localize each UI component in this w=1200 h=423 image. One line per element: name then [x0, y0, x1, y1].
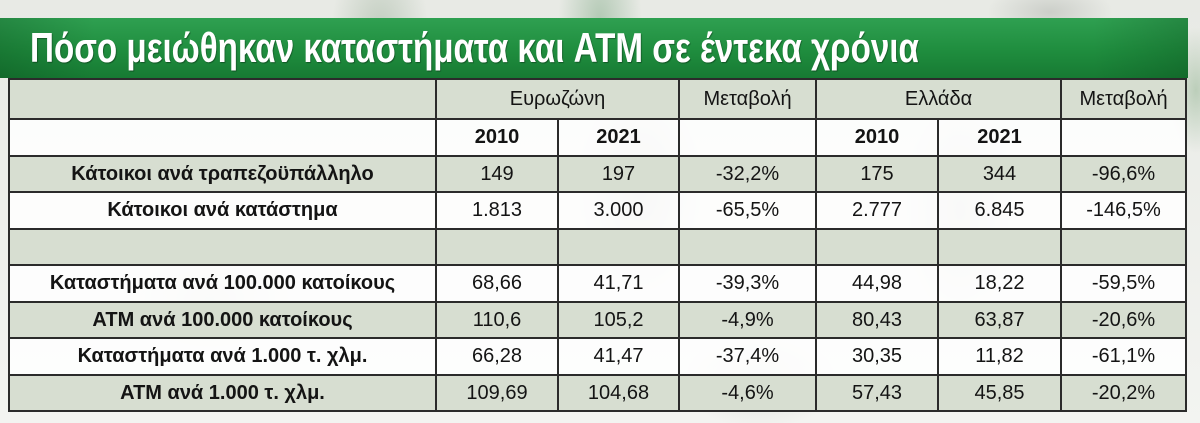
eurozone-2021-value: 3.000 — [557, 191, 680, 230]
chart-title: Πόσο μειώθηκαν καταστήματα και ATM σε έν… — [30, 24, 919, 71]
table-row: Καταστήματα ανά 100.000 κατοίκους 68,66 … — [8, 264, 1188, 303]
row-label: Καταστήματα ανά 1.000 τ. χλμ. — [8, 337, 437, 376]
greece-2021-value: 11,82 — [936, 337, 1063, 376]
year-greece-2010: 2010 — [815, 118, 939, 157]
header-change-greece: Μεταβολή — [1060, 78, 1188, 120]
header-greece: Ελλάδα — [814, 78, 1063, 120]
header-row-groups: Ευρωζώνη Μεταβολή Ελλάδα Μεταβολή — [8, 78, 1188, 120]
table-row: Καταστήματα ανά 1.000 τ. χλμ. 66,28 41,4… — [8, 337, 1188, 376]
eurozone-change-value: -4,9% — [678, 300, 817, 339]
greece-2021-value: 344 — [936, 154, 1063, 193]
eurozone-change-value: -39,3% — [678, 264, 817, 303]
greece-change-value: -61,1% — [1060, 337, 1188, 376]
greece-2010-value: 44,98 — [815, 264, 939, 303]
greece-2021-value: 18,22 — [936, 264, 1063, 303]
eurozone-2021-value: 41,47 — [557, 337, 680, 376]
table-row: ATM ανά 100.000 κατοίκους 110,6 105,2 -4… — [8, 300, 1188, 339]
eurozone-2010-value: 149 — [435, 154, 559, 193]
eurozone-change-value: -37,4% — [678, 337, 817, 376]
spacer-row — [8, 227, 1188, 266]
eurozone-2021-value: 105,2 — [557, 300, 680, 339]
year-eurozone-2021: 2021 — [557, 118, 680, 157]
greece-2010-value: 80,43 — [815, 300, 939, 339]
greece-2010-value: 57,43 — [815, 373, 939, 412]
year-eurozone-2010: 2010 — [435, 118, 559, 157]
greece-2021-value: 6.845 — [936, 191, 1063, 230]
eurozone-2021-value: 197 — [557, 154, 680, 193]
table-row: Κάτοικοι ανά κατάστημα 1.813 3.000 -65,5… — [8, 191, 1188, 230]
eurozone-change-value: -4,6% — [678, 373, 817, 412]
data-table: Ευρωζώνη Μεταβολή Ελλάδα Μεταβολή 2010 2… — [8, 78, 1188, 412]
empty-cell — [815, 227, 939, 266]
row-label: Καταστήματα ανά 100.000 κατοίκους — [8, 264, 437, 303]
greece-2010-value: 175 — [815, 154, 939, 193]
eurozone-2010-value: 66,28 — [435, 337, 559, 376]
table-row: Κάτοικοι ανά τραπεζοϋπάλληλο 149 197 -32… — [8, 154, 1188, 193]
empty-cell — [936, 227, 1063, 266]
greece-change-value: -20,2% — [1060, 373, 1188, 412]
header-corner-cell — [8, 78, 437, 120]
eurozone-2010-value: 110,6 — [435, 300, 559, 339]
greece-change-value: -59,5% — [1060, 264, 1188, 303]
greece-change-value: -20,6% — [1060, 300, 1188, 339]
eurozone-2010-value: 68,66 — [435, 264, 559, 303]
empty-cell — [678, 227, 817, 266]
row-label: Κάτοικοι ανά τραπεζοϋπάλληλο — [8, 154, 437, 193]
greece-2010-value: 30,35 — [815, 337, 939, 376]
header-row-years: 2010 2021 2010 2021 — [8, 118, 1188, 157]
empty-cell — [1060, 118, 1188, 157]
empty-cell — [8, 227, 437, 266]
greece-change-value: -146,5% — [1060, 191, 1188, 230]
empty-cell — [1060, 227, 1188, 266]
eurozone-change-value: -65,5% — [678, 191, 817, 230]
table-row: ATM ανά 1.000 τ. χλμ. 109,69 104,68 -4,6… — [8, 373, 1188, 412]
eurozone-2021-value: 41,71 — [557, 264, 680, 303]
title-banner: Πόσο μειώθηκαν καταστήματα και ATM σε έν… — [0, 18, 1188, 78]
table-body: Κάτοικοι ανά τραπεζοϋπάλληλο 149 197 -32… — [8, 154, 1188, 412]
empty-cell — [678, 118, 817, 157]
eurozone-change-value: -32,2% — [678, 154, 817, 193]
eurozone-2021-value: 104,68 — [557, 373, 680, 412]
table-header: Ευρωζώνη Μεταβολή Ελλάδα Μεταβολή 2010 2… — [8, 78, 1188, 157]
greece-2021-value: 63,87 — [936, 300, 1063, 339]
row-label: ATM ανά 1.000 τ. χλμ. — [8, 373, 437, 412]
greece-2010-value: 2.777 — [815, 191, 939, 230]
eurozone-2010-value: 109,69 — [435, 373, 559, 412]
year-greece-2021: 2021 — [936, 118, 1063, 157]
empty-cell — [435, 227, 559, 266]
eurozone-2010-value: 1.813 — [435, 191, 559, 230]
header-eurozone: Ευρωζώνη — [435, 78, 680, 120]
greece-change-value: -96,6% — [1060, 154, 1188, 193]
row-label: ATM ανά 100.000 κατοίκους — [8, 300, 437, 339]
row-label: Κάτοικοι ανά κατάστημα — [8, 191, 437, 230]
header-change-eurozone: Μεταβολή — [678, 78, 817, 120]
empty-cell — [8, 118, 437, 157]
greece-2021-value: 45,85 — [936, 373, 1063, 412]
empty-cell — [557, 227, 680, 266]
